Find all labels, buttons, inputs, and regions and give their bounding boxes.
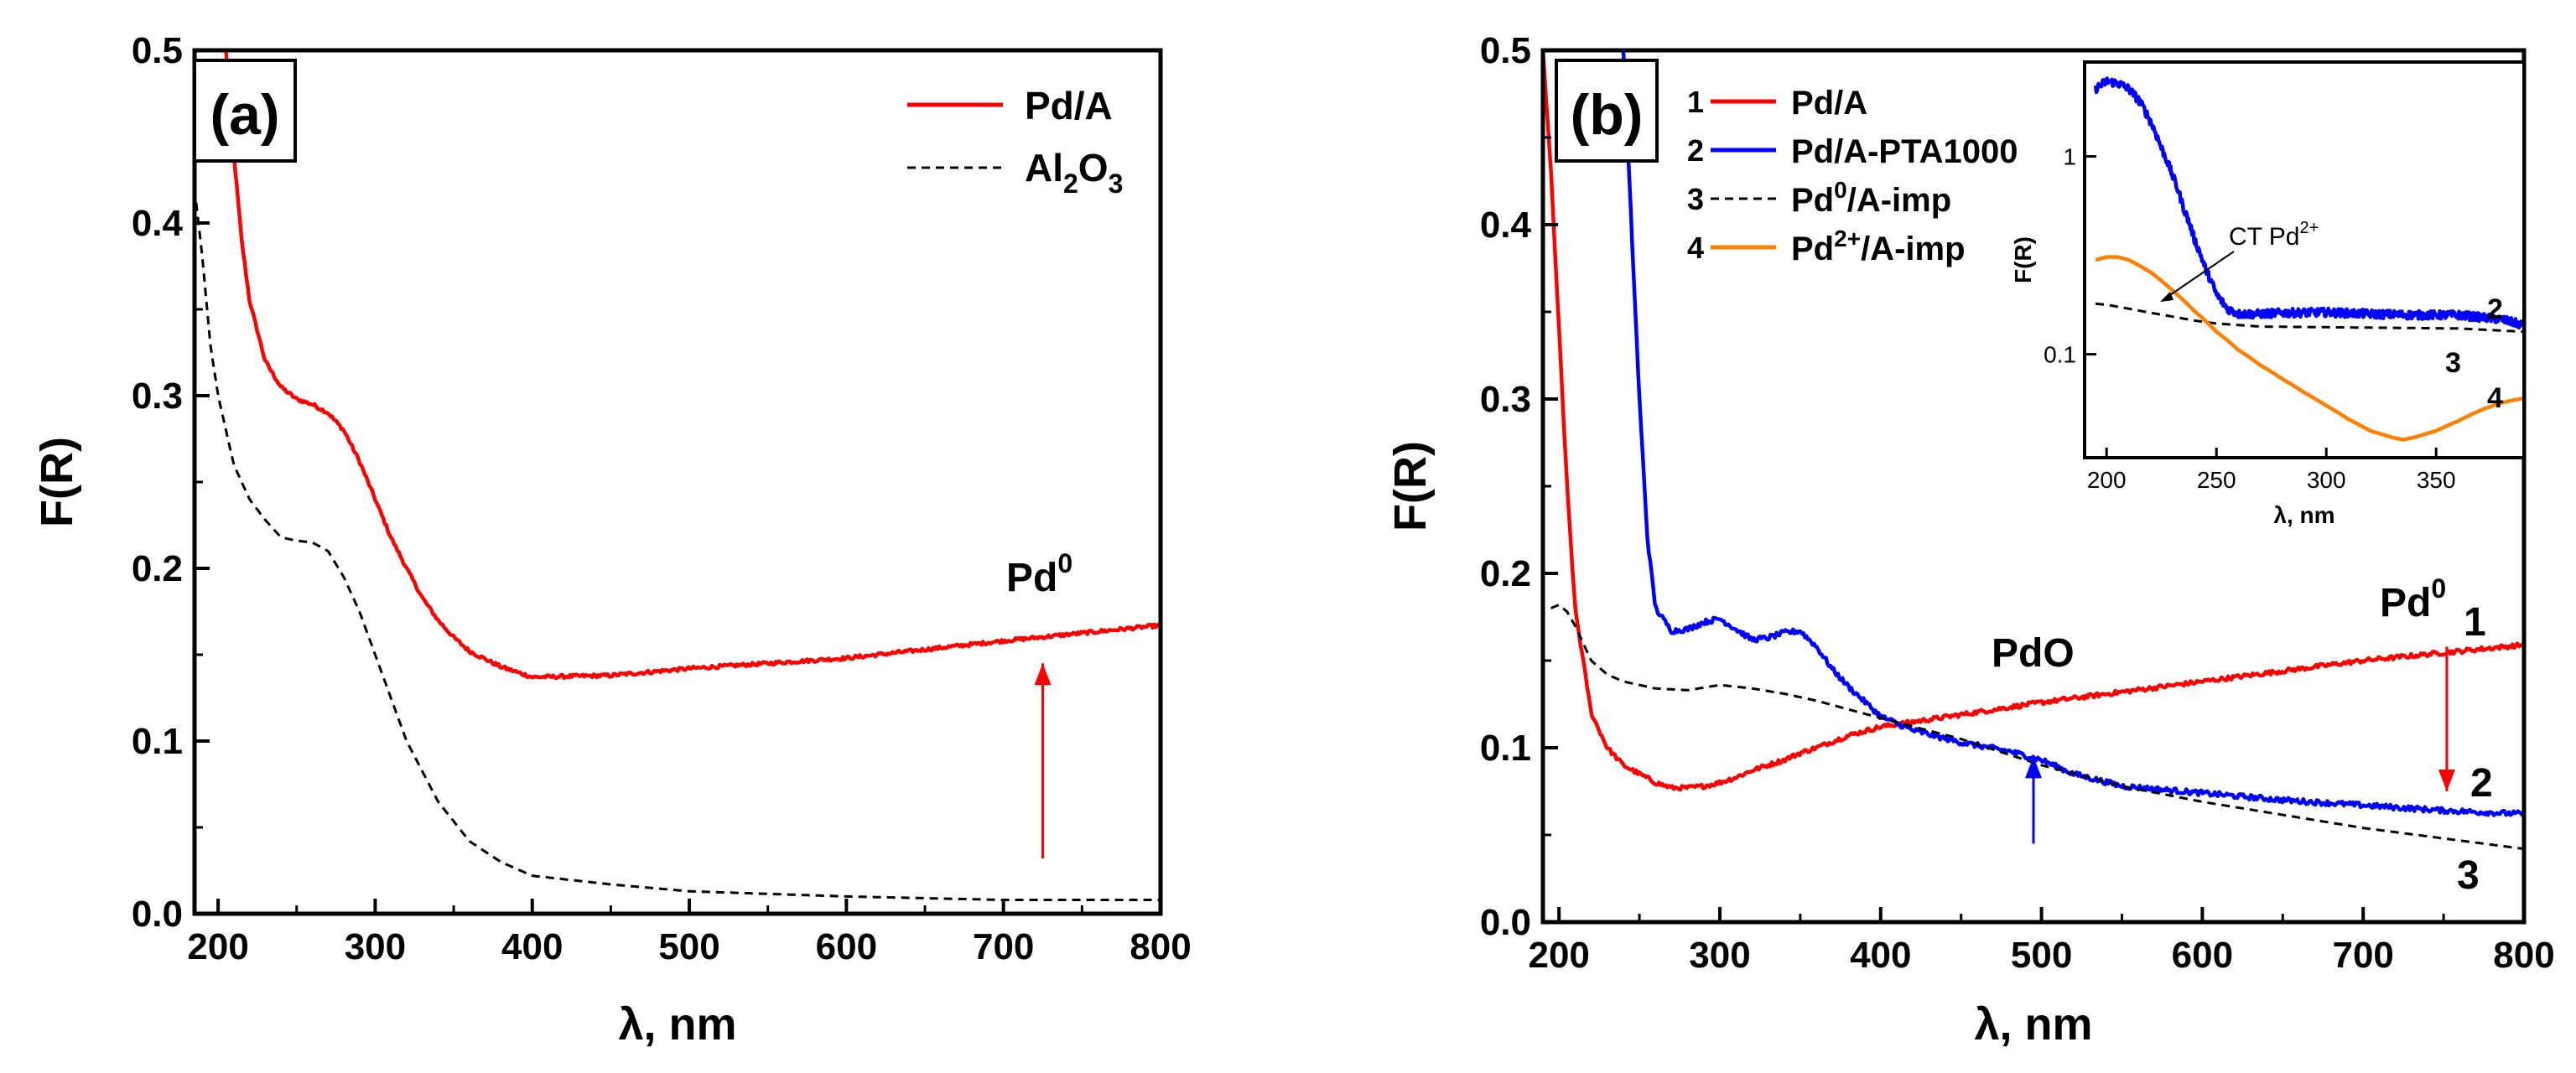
a-xtick-label-6: 800 [1130,926,1191,967]
b-legend-num-4: 4 [1687,231,1704,265]
b-legend-label-3: Pd0/A-imp [1791,177,1951,219]
b-ytick-label-3: 0.3 [1480,379,1531,420]
b-legend-num-3: 3 [1687,182,1704,216]
inset-ylabel: F(R) [2010,236,2036,283]
a-xtick-label-2: 400 [501,926,563,967]
b-ytick-label-2: 0.2 [1480,553,1531,594]
inset-ytick-label-1: 1 [2063,144,2076,170]
b-series-group [1540,49,2527,851]
panel-a: 200 300 400 500 600 700 8000.00.10.20.30.40.5 … [32,30,1192,1050]
b-annotation-curve-2: 2 [2470,761,2493,806]
inset-annotation-arrow [2164,251,2235,299]
inset-xtick-label-0: 200 [2087,467,2127,493]
a-legend-label-al2o3: Al2O3 [1025,146,1123,199]
inset-curve-label-3: 3 [2445,347,2461,379]
b-arrows-group [2025,646,2455,844]
inset-xtick-label-3: 350 [2417,467,2456,493]
inset-ticks-group: 200 250 300 350 0.1 1 [2044,144,2455,493]
a-legend-label-pd-a: Pd/A [1025,84,1113,127]
b-panel-label-box [1555,59,1659,163]
inset-xtick-label-1: 250 [2197,467,2236,493]
b-arrowhead-0 [2438,770,2455,791]
a-ylabel: F(R) [32,437,82,527]
a-xtick-label-0: 200 [187,926,248,967]
b-xtick-label-1: 300 [1689,935,1750,976]
b-legend-label-2: Pd/A-PTA1000 [1791,133,2018,170]
b-xtick-label-5: 700 [2332,935,2393,976]
a-ytick-label-1: 0.1 [132,721,183,762]
b-ytick-label-1: 0.1 [1480,728,1531,769]
a-xtick-label-3: 500 [658,926,719,967]
inset-curve-label-2: 2 [2487,293,2503,325]
b-ytick-label-5: 0.5 [1480,30,1531,71]
inset-series-group [2093,76,2527,442]
b-xtick-label-6: 800 [2493,935,2554,976]
inset-series-3 [2095,302,2525,334]
inset-annotation-ct: CT Pd2+ [2229,219,2319,251]
a-xtick-label-1: 300 [345,926,406,967]
inset-annotation-arrowhead [2160,292,2174,302]
b-legend-num-1: 1 [1687,85,1704,119]
inset-ytick-label-0: 0.1 [2044,342,2076,368]
inset-frame [2083,60,2526,459]
panel-b: 200 300 400 500 600 700 8000.00.10.20.30.40.5 … [1385,30,2555,1050]
b-xlabel: λ, nm [1974,999,2092,1050]
b-series-pd-a-pta1000 [1621,49,2527,817]
a-ytick-label-5: 0.5 [132,30,183,71]
inset-xlabel: λ, nm [2273,502,2334,528]
a-xtick-label-5: 700 [973,926,1034,967]
inset-curve-label-4: 4 [2487,382,2503,414]
b-panel-label: (b) [1571,83,1644,147]
a-series-group [193,49,1161,901]
b-xtick-label-3: 500 [2011,935,2072,976]
b-xtick-label-0: 200 [1528,935,1589,976]
a-ytick-label-3: 0.3 [132,376,183,417]
a-xlabel: λ, nm [618,999,736,1050]
a-arrowhead-0 [1034,663,1052,686]
b-annotation-curve-3: 3 [2457,853,2480,898]
a-panel-label-box [193,59,297,163]
a-ytick-label-2: 0.2 [132,548,183,589]
b-legend-label-1: Pd/A [1791,85,1867,122]
b-annotation-curve-1: 1 [2464,600,2486,645]
b-annotation-pdo: PdO [1992,631,2075,676]
b-xtick-label-2: 400 [1850,935,1911,976]
b-ytick-label-0: 0.0 [1480,902,1531,943]
b-ylabel: F(R) [1385,441,1436,531]
a-series-al2o3 [193,188,1161,901]
b-plot-frame [1540,48,2527,925]
a-ticks-group: 200 300 400 500 600 700 800 0.0 0.1 0.2 0.3 0.4 0.5 [132,30,1192,967]
b-legend-label-4: Pd2+/A-imp [1791,225,1966,267]
a-arrows-group [1034,663,1052,859]
a-annotation-pd0: Pd0 [1006,548,1072,600]
b-arrowhead-1 [2025,756,2042,779]
b-xtick-label-4: 600 [2172,935,2233,976]
inset-series-2 [2093,76,2527,330]
b-annotation-pd0: Pd0 [2380,573,2446,625]
inset-series-4 [2094,255,2526,442]
a-xtick-label-4: 600 [816,926,877,967]
a-panel-label: (a) [210,83,279,147]
a-ytick-label-0: 0.0 [132,894,183,935]
a-plot-frame [192,48,1163,916]
a-series-pd-a [224,49,1161,681]
b-series-pd0-a-imp [1550,604,2525,851]
a-ytick-label-4: 0.4 [132,203,184,244]
b-ticks-group: 200 300 400 500 600 700 800 0.0 0.1 0.2 0.3 0.4 0.5 [1480,30,2555,976]
inset-xtick-label-2: 300 [2307,467,2346,493]
b-legend-num-2: 2 [1687,133,1704,168]
b-ytick-label-4: 0.4 [1480,205,1532,246]
b-series-pd-a [1540,49,2526,792]
